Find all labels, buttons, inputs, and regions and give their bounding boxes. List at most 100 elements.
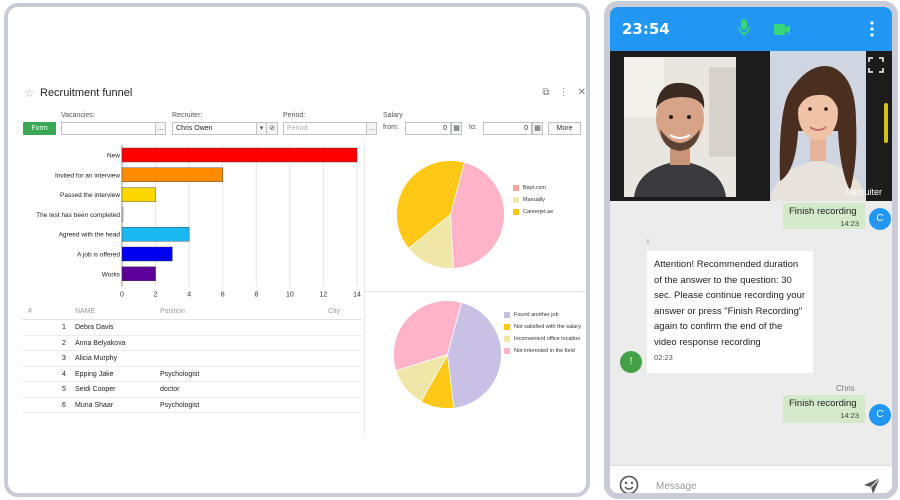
message-time: 14:23	[840, 411, 859, 420]
category-label: Passed the interview	[60, 192, 120, 199]
candidate-position: Psychologist	[160, 401, 200, 409]
external-link-icon[interactable]: ⧉	[542, 87, 550, 98]
legend-swatch	[504, 348, 510, 354]
table-row[interactable]: 1 Debra Davis	[22, 320, 362, 336]
pie-slice[interactable]	[450, 161, 505, 269]
legend-swatch	[504, 336, 510, 342]
legend-item[interactable]: Found another job	[504, 312, 586, 318]
salary-from-input[interactable]: 0	[405, 122, 451, 135]
legend-label: Found another job	[514, 312, 559, 318]
funnel-bar[interactable]	[121, 246, 173, 262]
recruiter-portrait	[770, 51, 866, 201]
video-camera-icon[interactable]	[774, 24, 790, 35]
pie-slice[interactable]	[447, 301, 502, 409]
vacancies-label: Vacancies:	[61, 112, 95, 119]
kebab-icon[interactable]: ⋮	[558, 87, 569, 98]
message-input[interactable]: Message	[656, 481, 697, 492]
candidate-name: Epping Jake	[75, 370, 114, 378]
close-icon[interactable]: ✕	[577, 87, 586, 98]
category-label: A job is offered	[77, 252, 120, 259]
kebab-menu-icon[interactable]	[869, 21, 875, 37]
legend-item[interactable]: Not satisfied with the salary	[504, 324, 586, 330]
table-row[interactable]: 4 Epping Jake Psychologist	[22, 367, 362, 382]
salary-to-label: to:	[469, 124, 477, 131]
x-tick-label: 12	[320, 292, 328, 299]
table-header: # NAME Position City	[22, 304, 362, 320]
star-icon[interactable]: ☆	[24, 86, 35, 100]
legend-item[interactable]: Bayt.com	[513, 185, 586, 191]
window-controls: ⧉ ⋮ ✕	[533, 87, 586, 98]
table-row[interactable]: 6 Muna Shaar Psychologist	[22, 398, 362, 413]
candidate-name: Debra Davis	[75, 324, 114, 331]
col-name[interactable]: NAME	[75, 308, 96, 315]
user-avatar[interactable]: C	[869, 208, 891, 230]
legend-item[interactable]: Inconvenient office location	[504, 336, 586, 342]
message-text: Finish recording	[789, 206, 857, 217]
vacancies-select[interactable]	[61, 122, 156, 135]
incoming-message: Attention! Recommended duration of the a…	[647, 251, 813, 373]
pie-slice[interactable]	[407, 213, 454, 269]
category-label: Invited for an interview	[55, 172, 120, 179]
funnel-bar[interactable]	[121, 266, 156, 282]
recruiter-label: Recruiter:	[172, 112, 203, 119]
salary-to-calc-icon[interactable]: ▦	[532, 122, 543, 135]
sender-name: Chris	[836, 384, 855, 393]
funnel-bar[interactable]	[121, 187, 156, 202]
funnel-bar[interactable]	[121, 167, 223, 182]
vacancies-dropdown-button[interactable]: …	[155, 122, 166, 135]
x-tick-label: 2	[154, 292, 158, 299]
legend-label: Manually	[523, 197, 546, 203]
funnel-bar-chart: 0 2 4 6 8 10 12 14 New Invited for an interview Pa…	[22, 142, 362, 302]
candidate-position: Psychologist	[160, 370, 200, 378]
send-icon[interactable]	[863, 477, 881, 495]
legend-swatch	[504, 312, 510, 318]
row-number: 4	[62, 370, 66, 378]
fullscreen-icon[interactable]	[868, 57, 884, 73]
phone-frame: 23:54	[604, 1, 898, 499]
salary-label: Salary	[383, 112, 403, 119]
video-call-area: Recruiter	[610, 51, 892, 201]
legend-item[interactable]: Not interested in the field	[504, 348, 586, 354]
rejection-pie-legend: Found another job Not satisfied with the …	[504, 312, 586, 360]
source-pie-chart	[396, 160, 505, 269]
emoji-icon[interactable]	[619, 475, 639, 495]
row-number: 3	[62, 355, 66, 362]
candidate-position: doctor	[160, 386, 180, 393]
incoming-marker: !	[647, 239, 649, 246]
pie-slice[interactable]	[393, 300, 462, 372]
system-avatar[interactable]: !	[620, 351, 642, 373]
recruiter-select[interactable]: Chris Owen	[172, 122, 257, 135]
form-button[interactable]: Form	[23, 122, 56, 135]
period-dropdown-button[interactable]: …	[366, 122, 377, 135]
recruiter-link-icon[interactable]: ⊘	[266, 122, 278, 135]
video-scroll-indicator[interactable]	[884, 103, 888, 143]
category-label: Agreed with the head	[59, 232, 121, 239]
more-button[interactable]: More	[548, 122, 581, 135]
period-input[interactable]: Period	[283, 122, 367, 135]
table-row[interactable]: 5 Seidi Cooper doctor	[22, 382, 362, 398]
candidate-video	[624, 57, 736, 197]
message-text: Finish recording	[789, 398, 857, 409]
pie-slice[interactable]	[396, 160, 465, 250]
funnel-bar[interactable]	[121, 207, 124, 222]
legend-item[interactable]: Manually	[513, 197, 586, 203]
funnel-bar[interactable]	[121, 147, 358, 163]
candidates-table: # NAME Position City 1 Debra Davis 2 Anna B…	[22, 304, 362, 413]
user-avatar[interactable]: C	[869, 404, 891, 426]
x-tick-label: 14	[353, 292, 361, 299]
salary-from-label: from:	[383, 124, 399, 131]
salary-to-input[interactable]: 0	[483, 122, 532, 135]
funnel-bar[interactable]	[121, 226, 190, 242]
legend-label: Bayt.com	[523, 185, 546, 191]
col-position[interactable]: Position	[160, 308, 185, 315]
legend-swatch	[513, 209, 519, 215]
legend-item[interactable]: Careerjet.ae	[513, 209, 586, 215]
table-row[interactable]: 3 Alicia Murphy	[22, 351, 362, 367]
table-row[interactable]: 2 Anna Belyakova	[22, 336, 362, 351]
col-city[interactable]: City	[328, 308, 341, 315]
candidate-name: Anna Belyakova	[75, 339, 126, 347]
salary-from-calc-icon[interactable]: ▦	[451, 122, 462, 135]
microphone-icon[interactable]	[738, 19, 750, 37]
col-number[interactable]: #	[28, 308, 32, 315]
